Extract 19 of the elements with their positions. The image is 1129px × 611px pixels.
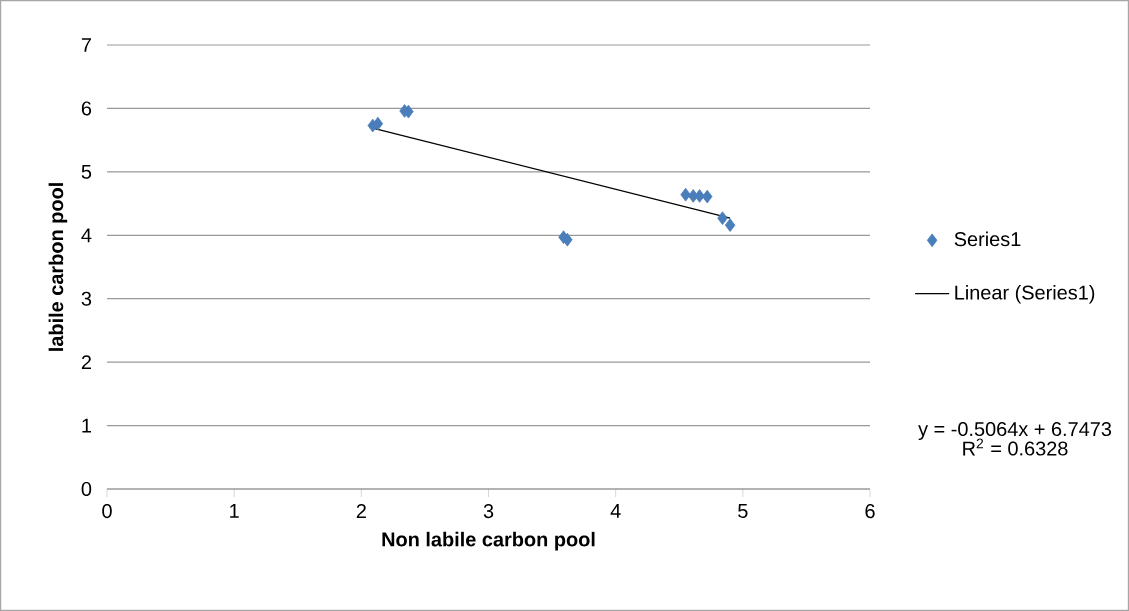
y-tick-label: 3 <box>81 291 92 306</box>
y-tick-label: 6 <box>81 101 92 116</box>
y-tick-label: 0 <box>81 481 92 497</box>
y-tick-label: 7 <box>81 38 91 52</box>
x-tick-label: 2 <box>356 504 366 518</box>
x-tick-label: 3 <box>483 504 494 519</box>
y-axis-title: labile carbon pool <box>48 183 68 351</box>
y-tick-label: 4 <box>81 228 92 243</box>
y-tick-label: 5 <box>81 164 92 179</box>
x-tick-label: 0 <box>102 504 112 519</box>
x-tick-label: 4 <box>610 504 621 518</box>
x-axis-title: Non labile carbon pool <box>382 531 595 551</box>
x-tick-label: 6 <box>865 504 875 519</box>
y-tick-label: 2 <box>81 355 91 370</box>
legend-label: Series1 <box>954 231 1021 247</box>
y-tick-label: 1 <box>82 418 91 433</box>
x-tick-label: 1 <box>230 504 239 518</box>
x-tick-label: 5 <box>738 504 748 518</box>
legend-label: Linear (Series1) <box>955 284 1095 304</box>
